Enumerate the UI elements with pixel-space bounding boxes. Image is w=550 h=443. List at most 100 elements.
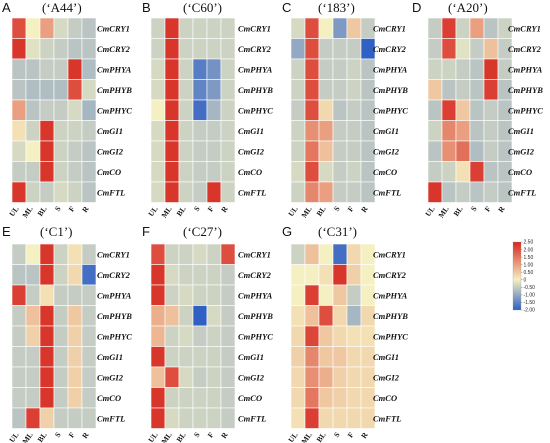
heatmap-cell xyxy=(192,181,208,203)
gene-label: CmGI1 xyxy=(508,126,534,136)
heatmap-cell xyxy=(164,161,180,183)
heatmap-cell xyxy=(304,120,320,142)
heatmap-cell xyxy=(178,58,194,80)
tissue-label: BL xyxy=(315,204,328,217)
gene-label: CmFTL xyxy=(238,187,266,197)
gene-label: CmGI2 xyxy=(238,146,265,156)
heatmap-cell xyxy=(290,407,306,429)
heatmap-cell xyxy=(39,140,55,162)
heatmap-cell xyxy=(150,181,166,203)
heatmap-cell xyxy=(53,387,69,409)
heatmap-cell xyxy=(318,387,334,409)
heatmap-cell xyxy=(53,181,69,203)
heatmap-cell xyxy=(67,120,83,142)
heatmap-cell xyxy=(346,140,362,162)
heatmap-cell xyxy=(25,58,41,80)
heatmap-cell xyxy=(304,264,320,286)
heatmap-cell xyxy=(164,366,180,388)
heatmap-cell xyxy=(67,140,83,162)
gene-label: CmCRY1 xyxy=(97,23,130,33)
heatmap-cell xyxy=(290,305,306,327)
heatmap-cell xyxy=(455,38,471,60)
gene-label: CmPHYC xyxy=(373,105,408,115)
heatmap-cell xyxy=(67,366,83,388)
heatmap-cell xyxy=(318,38,334,60)
heatmap-cell xyxy=(164,140,180,162)
heatmap-cell xyxy=(67,181,83,203)
heatmap-cell xyxy=(39,99,55,121)
heatmap-cell xyxy=(332,17,348,39)
heatmap-cell xyxy=(192,346,208,368)
gene-label: CmCRY2 xyxy=(373,44,407,54)
heatmap-cell xyxy=(290,264,306,286)
tissue-label: F xyxy=(67,204,77,213)
heatmap-cell xyxy=(11,387,27,409)
tissue-label: UL xyxy=(423,204,436,218)
gene-label: CmGI2 xyxy=(508,146,535,156)
heatmap-cell xyxy=(39,17,55,39)
panel-letter-G: G xyxy=(282,224,292,239)
panel-letter-C: C xyxy=(282,0,291,15)
heatmap-cell xyxy=(483,140,499,162)
gene-label: CmCRY1 xyxy=(508,23,541,33)
heatmap-cell xyxy=(304,284,320,306)
gene-label: CmPHYC xyxy=(238,331,273,341)
tissue-label: BL xyxy=(315,430,328,443)
heatmap-cell xyxy=(427,99,443,121)
gene-label: CmCRY1 xyxy=(238,23,271,33)
heatmap-cell xyxy=(178,325,194,347)
heatmap-cell xyxy=(53,264,69,286)
heatmap-cell xyxy=(455,140,471,162)
gene-label: CmFTL xyxy=(97,187,125,197)
heatmap-cell xyxy=(441,99,457,121)
heatmap-cell xyxy=(11,140,27,162)
heatmap-cell xyxy=(150,407,166,429)
heatmap-cell xyxy=(192,17,208,39)
panel-letter-F: F xyxy=(142,224,150,239)
heatmap-cell xyxy=(220,79,236,101)
heatmap-cell xyxy=(206,140,222,162)
heatmap-cell xyxy=(81,17,97,39)
heatmap-cell xyxy=(53,243,69,265)
heatmap-cell xyxy=(441,120,457,142)
heatmap-cell xyxy=(483,120,499,142)
legend-tick-label: 1.50 xyxy=(524,255,534,261)
heatmap-cell xyxy=(150,387,166,409)
gene-label: CmPHYA xyxy=(238,64,273,74)
heatmap-cell xyxy=(178,305,194,327)
heatmap-cell xyxy=(81,366,97,388)
heatmap-cell xyxy=(25,120,41,142)
gene-label: CmCRY2 xyxy=(508,44,542,54)
tissue-label: S xyxy=(332,430,342,439)
heatmap-cell xyxy=(53,99,69,121)
heatmap-cell xyxy=(304,346,320,368)
heatmap-cell xyxy=(39,346,55,368)
gene-label: CmFTL xyxy=(373,187,401,197)
heatmap-cell xyxy=(150,305,166,327)
gene-label: CmPHYC xyxy=(238,105,273,115)
gene-label: CmGI1 xyxy=(373,352,399,362)
heatmap-cell xyxy=(178,243,194,265)
heatmap-cell xyxy=(346,243,362,265)
panel-cultivar-D: (‘A20’) xyxy=(448,0,488,15)
legend-tick-label: 2.00 xyxy=(524,247,534,253)
heatmap-cell xyxy=(290,243,306,265)
heatmap-cell xyxy=(469,181,485,203)
heatmap-cell xyxy=(441,17,457,39)
tissue-label: S xyxy=(192,204,202,213)
tissue-label: ML xyxy=(436,204,450,219)
heatmap-cell xyxy=(332,120,348,142)
heatmap-cell xyxy=(360,181,376,203)
heatmap-cell xyxy=(455,17,471,39)
heatmap-cell xyxy=(39,407,55,429)
heatmap-cell xyxy=(81,181,97,203)
heatmap-cell xyxy=(67,387,83,409)
heatmap-cell xyxy=(318,346,334,368)
heatmap-cell xyxy=(39,387,55,409)
heatmap-cell xyxy=(290,120,306,142)
heatmap-cell xyxy=(164,407,180,429)
heatmap-cell xyxy=(455,58,471,80)
heatmap-cell xyxy=(81,305,97,327)
heatmap-cell xyxy=(483,181,499,203)
